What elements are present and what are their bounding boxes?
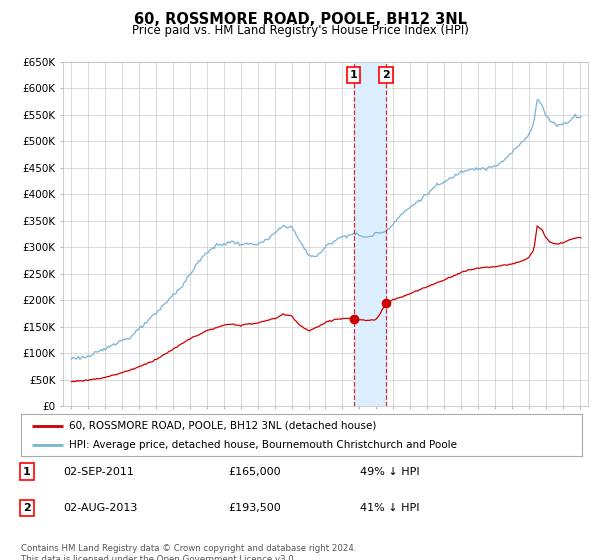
- Text: 2: 2: [23, 503, 31, 513]
- Text: 02-SEP-2011: 02-SEP-2011: [63, 466, 134, 477]
- Text: Contains HM Land Registry data © Crown copyright and database right 2024.
This d: Contains HM Land Registry data © Crown c…: [21, 544, 356, 560]
- Text: £193,500: £193,500: [228, 503, 281, 513]
- Text: HPI: Average price, detached house, Bournemouth Christchurch and Poole: HPI: Average price, detached house, Bour…: [68, 440, 457, 450]
- Bar: [354, 62, 386, 406]
- Text: 60, ROSSMORE ROAD, POOLE, BH12 3NL (detached house): 60, ROSSMORE ROAD, POOLE, BH12 3NL (deta…: [68, 421, 376, 431]
- Text: £165,000: £165,000: [228, 466, 281, 477]
- Text: 02-AUG-2013: 02-AUG-2013: [63, 503, 137, 513]
- Text: 2: 2: [382, 70, 390, 80]
- Text: 1: 1: [23, 466, 31, 477]
- Text: 49% ↓ HPI: 49% ↓ HPI: [360, 466, 419, 477]
- Text: 1: 1: [350, 70, 358, 80]
- Text: 60, ROSSMORE ROAD, POOLE, BH12 3NL: 60, ROSSMORE ROAD, POOLE, BH12 3NL: [133, 12, 467, 27]
- Text: Price paid vs. HM Land Registry's House Price Index (HPI): Price paid vs. HM Land Registry's House …: [131, 24, 469, 36]
- Text: 41% ↓ HPI: 41% ↓ HPI: [360, 503, 419, 513]
